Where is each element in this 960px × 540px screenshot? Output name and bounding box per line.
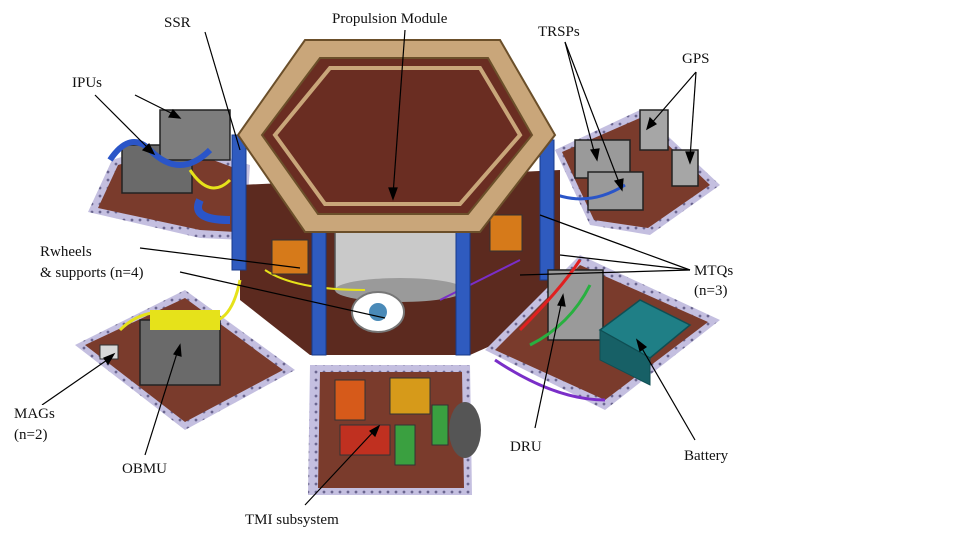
label-mags-count: (n=2) (12, 426, 50, 444)
label-obmu: OBMU (120, 460, 170, 478)
label-ipus: IPUs (70, 74, 105, 92)
label-mtqs-count: (n=3) (692, 282, 730, 300)
panel-obmu (75, 279, 295, 430)
label-battery: Battery (682, 447, 731, 465)
panel-tmi (308, 365, 481, 495)
label-mtqs: MTQs (692, 262, 736, 280)
leader-lines (41, 29, 697, 506)
label-gps: GPS (680, 50, 712, 68)
label-dru: DRU (508, 438, 544, 456)
label-rwheels-supports: & supports (n=4) (38, 264, 146, 282)
label-mags: MAGs (12, 405, 57, 423)
label-ssr: SSR (162, 14, 193, 32)
panel-trsps (544, 109, 720, 235)
label-trsps: TRSPs (536, 23, 582, 41)
label-tmi-subsystem: TMI subsystem (243, 511, 341, 529)
label-propulsion-module: Propulsion Module (330, 10, 450, 28)
panel-ipus (88, 109, 250, 240)
label-rwheels: Rwheels (38, 243, 94, 261)
